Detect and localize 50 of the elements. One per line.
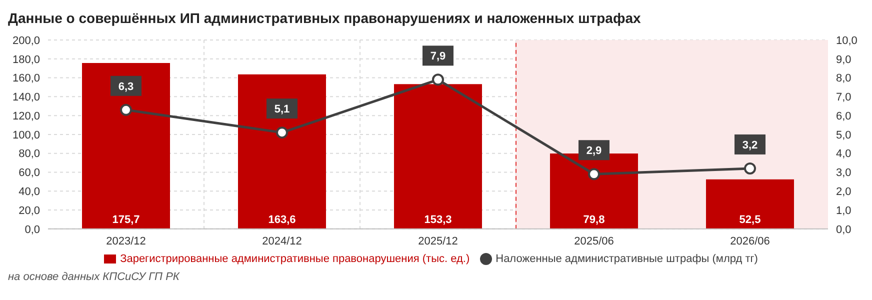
y2-tick-label: 8,0 — [836, 72, 852, 85]
bar — [394, 84, 482, 229]
y2-tick-label: 3,0 — [836, 167, 852, 180]
y2-tick-label: 2,0 — [836, 186, 852, 198]
y-tick-label: 60,0 — [18, 167, 40, 180]
y-tick-label: 20,0 — [18, 204, 40, 217]
legend-label: Зарегистрированные административные правонарушения (тыс. ед.) — [120, 252, 470, 265]
data-label: 2,9 — [586, 145, 602, 158]
y-tick-label: 100,0 — [12, 129, 40, 142]
x-tick-label: 2023/12 — [106, 236, 146, 248]
bar — [238, 74, 326, 229]
point — [120, 104, 132, 116]
point — [588, 168, 600, 180]
data-label: 153,3 — [424, 214, 452, 226]
data-label: 6,3 — [118, 80, 134, 93]
legend-label: Наложенные административные штрафы (млрд тг) — [496, 252, 758, 265]
y2-tick-label: 7,0 — [836, 92, 852, 104]
y2-tick-label: 6,0 — [836, 110, 852, 122]
data-label: 3,2 — [742, 139, 758, 152]
y2-tick-label: 9,0 — [836, 54, 852, 66]
x-tick-label: 2024/12 — [262, 236, 302, 248]
text: на основе данных КПСиСУ ГП РК — [8, 271, 181, 283]
bar — [82, 62, 170, 229]
y2-tick-label: 5,0 — [836, 129, 852, 142]
data-label: 7,9 — [430, 50, 446, 63]
y-tick-label: 140,0 — [12, 92, 40, 104]
data-label: 175,7 — [112, 214, 140, 226]
chart-title: Данные о совершённых ИП административных правонарушениях и наложенных штрафах — [8, 9, 642, 28]
bar — [706, 179, 794, 229]
point — [744, 162, 756, 174]
y2-tick-label: 1,0 — [836, 204, 852, 217]
y2-tick-label: 10,0 — [836, 34, 858, 47]
y-tick-label: 200,0 — [12, 34, 40, 47]
x-tick-label: 2026/06 — [730, 236, 770, 248]
point — [276, 126, 288, 139]
y2-tick-label: 0,0 — [836, 224, 852, 236]
data-label: 79,8 — [583, 214, 605, 226]
data-label: 52,5 — [739, 214, 761, 226]
data-label: 163,6 — [268, 214, 296, 226]
y-tick-label: 0,0 — [24, 224, 40, 236]
data-label: 5,1 — [274, 104, 290, 116]
y2-tick-label: 4,0 — [836, 148, 852, 160]
y-tick-label: 40,0 — [18, 186, 40, 198]
x-tick-label: 2025/12 — [418, 236, 458, 248]
x-tick-label: 2025/06 — [574, 236, 614, 248]
y-tick-label: 160,0 — [12, 72, 40, 85]
y-tick-label: 180,0 — [12, 54, 40, 66]
y-tick-label: 120,0 — [12, 110, 40, 122]
point — [432, 74, 444, 86]
y-tick-label: 80,0 — [18, 148, 40, 160]
